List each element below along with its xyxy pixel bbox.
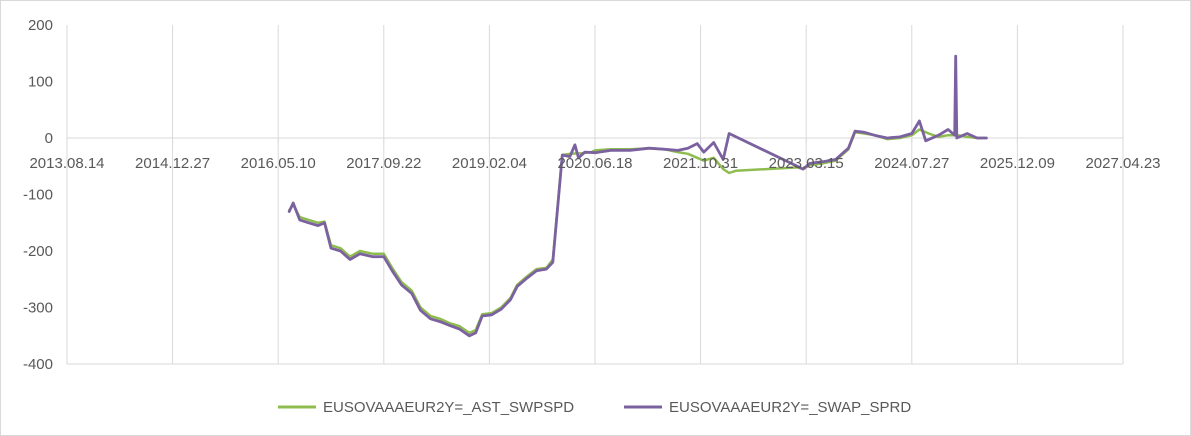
x-tick-label: 2013.08.14	[29, 155, 104, 172]
y-axis-tick-labels: 200 100 0 -100 -200 -300 -400	[23, 17, 53, 373]
legend-item-1: EUSOVAAAEUR2Y=_AST_SWPSPD	[278, 399, 574, 416]
legend-label: EUSOVAAAEUR2Y=_SWAP_SPRD	[669, 399, 911, 416]
x-axis-tick-labels: 2013.08.14 2014.12.27 2016.05.10 2017.09.22…	[29, 155, 1160, 172]
legend: EUSOVAAAEUR2Y=_AST_SWPSPD EUSOVAAAEUR2Y=_…	[278, 399, 911, 416]
x-tick-label: 2021.10.31	[663, 155, 738, 172]
x-axis	[66, 137, 1124, 143]
legend-label: EUSOVAAAEUR2Y=_AST_SWPSPD	[323, 399, 574, 416]
y-tick-label: 100	[28, 74, 53, 91]
x-tick-label: 2020.06.18	[557, 155, 632, 172]
legend-item-2: EUSOVAAAEUR2Y=_SWAP_SPRD	[624, 399, 911, 416]
x-tick-label: 2019.02.04	[452, 155, 527, 172]
y-tick-label: 200	[28, 17, 53, 34]
x-tick-label: 2024.07.27	[874, 155, 949, 172]
series-lines	[287, 54, 988, 338]
y-tick-label: -200	[23, 243, 53, 260]
x-tick-label: 2025.12.09	[980, 155, 1055, 172]
x-tick-label: 2016.05.10	[241, 155, 316, 172]
x-tick-label: 2014.12.27	[135, 155, 210, 172]
series-line-2	[287, 54, 988, 338]
y-tick-label: -300	[23, 300, 53, 317]
x-tick-label: 2027.04.23	[1085, 155, 1160, 172]
y-tick-label: 0	[45, 130, 53, 147]
gridlines	[66, 25, 1124, 365]
y-tick-label: -400	[23, 356, 53, 373]
x-tick-label: 2023.03.15	[769, 155, 844, 172]
y-tick-label: -100	[23, 187, 53, 204]
x-tick-label: 2017.09.22	[346, 155, 421, 172]
